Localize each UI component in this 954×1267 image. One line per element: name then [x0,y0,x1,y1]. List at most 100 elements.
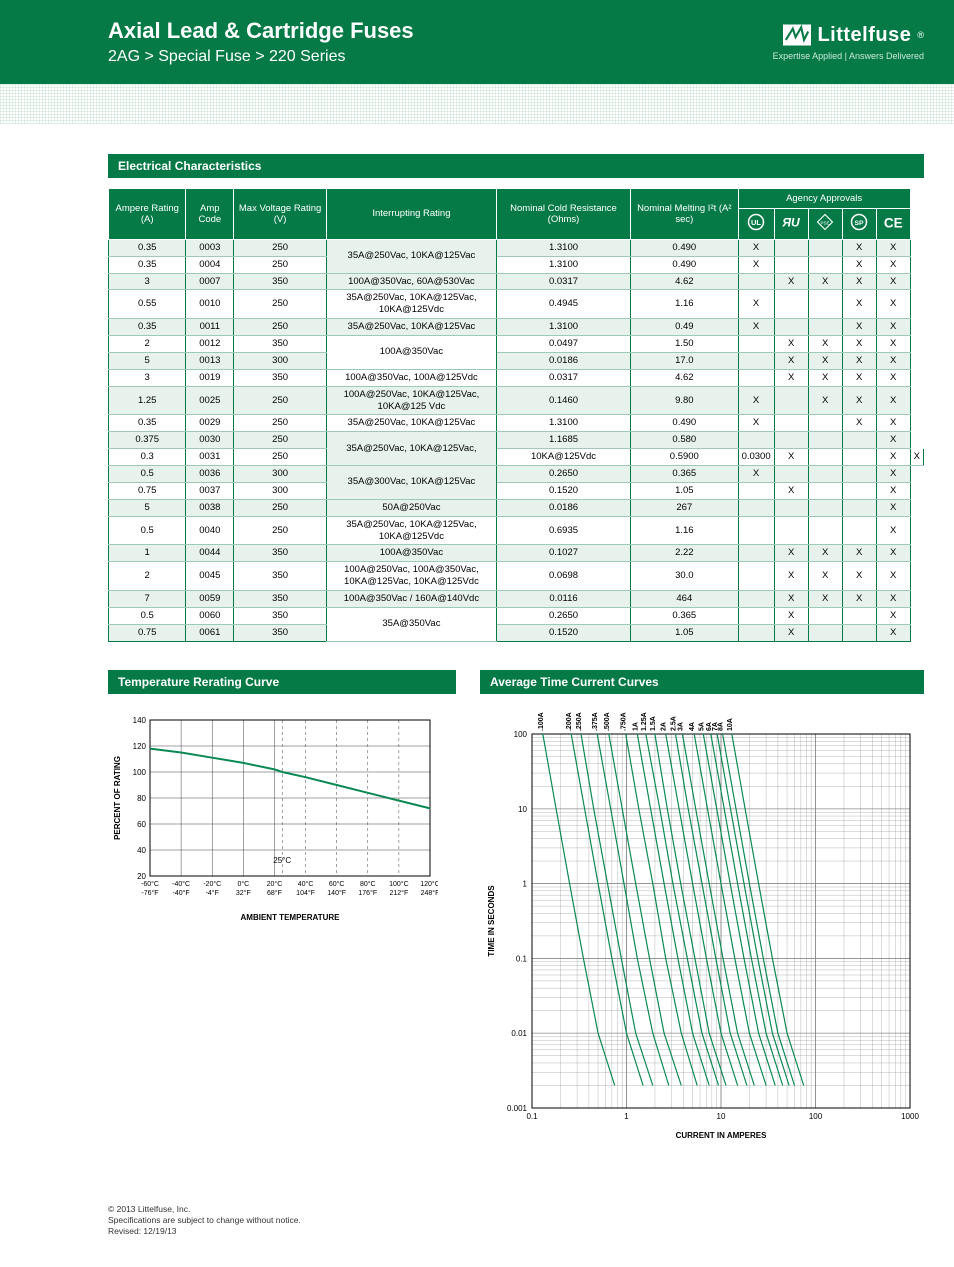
cell-voltage: 350 [234,273,327,290]
cell-melt: 267 [631,499,738,516]
cell-code: 0061 [186,624,234,641]
cell-code: 0038 [186,499,234,516]
temp-chart-column: Temperature Rerating Curve 2040608010012… [108,670,456,1144]
svg-text:.100A: .100A [538,712,545,731]
cell-voltage: 350 [234,624,327,641]
cell-code: 0012 [186,336,234,353]
cell-ag-pse [808,499,842,516]
cell-ag-csa [842,432,876,449]
content: Electrical Characteristics Ampere Rating… [0,124,954,1164]
cell-ag-ce: X [876,336,910,353]
cell-cold: 0.1520 [496,482,630,499]
time-chart-svg: 0.111010010000.0010.010.1110100.100A.200… [480,704,920,1144]
svg-text:5A: 5A [698,722,705,731]
cell-melt: 464 [631,591,738,608]
cell-ag-ul [738,482,774,499]
svg-text:CURRENT IN AMPERES: CURRENT IN AMPERES [676,1131,767,1140]
table-row: 0.3 0031 250 10KA@125Vdc 0.5900 0.0300 X… [109,449,924,466]
cell-ag-ru: X [774,482,808,499]
table-row: 1.25 0025 250 100A@250Vac, 10KA@125Vac, … [109,386,924,415]
cell-voltage: 250 [234,256,327,273]
cell-ampere: 0.35 [109,415,186,432]
cell-ag-ru: X [774,591,808,608]
cell-ag-ce: X [876,482,910,499]
cell-ampere: 2 [109,336,186,353]
cell-cold: 0.2650 [496,607,630,624]
cell-ampere: 0.5 [109,607,186,624]
svg-text:AMBIENT TEMPERATURE: AMBIENT TEMPERATURE [241,913,341,922]
cell-ag-csa: X [842,591,876,608]
th-agency-ul: UL [738,209,774,239]
cell-ag-csa: X [842,239,876,256]
cell-interrupt: 35A@250Vac, 10KA@125Vac, [326,432,496,466]
cell-ag-csa: X [842,545,876,562]
cell-ag-csa: X [876,449,910,466]
cell-ag-ru [774,239,808,256]
ce-icon: CE [882,213,905,231]
cell-interrupt: 100A@350Vac [326,545,496,562]
cell-ag-ru: X [774,607,808,624]
svg-text:CE: CE [884,216,903,231]
table-row: 0.75 0037 300 0.1520 1.05 X X [109,482,924,499]
cell-melt: 0.490 [631,415,738,432]
time-current-chart: 0.111010010000.0010.010.1110100.100A.200… [480,704,924,1144]
footer-copyright: © 2013 Littelfuse, Inc. [108,1204,924,1215]
svg-text:10A: 10A [727,718,734,731]
svg-text:1.25A: 1.25A [641,712,648,731]
table-row: 0.35 0004 250 1.3100 0.490 X X X [109,256,924,273]
charts-row: Temperature Rerating Curve 2040608010012… [108,670,924,1144]
cell-interrupt: 100A@350Vac, 100A@125Vdc [326,369,496,386]
cell-ag-ul: X [738,256,774,273]
cell-code: 0037 [186,482,234,499]
cell-code: 0044 [186,545,234,562]
svg-text:176°F: 176°F [358,889,377,897]
table-row: 0.35 0003 250 35A@250Vac, 10KA@125Vac 1.… [109,239,924,256]
svg-text:PERCENT OF RATING: PERCENT OF RATING [113,756,122,840]
cell-melt: 1.05 [631,624,738,641]
cell-voltage: 250 [234,499,327,516]
cell-code: 0060 [186,607,234,624]
cell-ag-ul: X [738,290,774,319]
page-title: Axial Lead & Cartridge Fuses [108,18,414,44]
cell-melt: 1.16 [631,290,738,319]
cell-code: 0045 [186,562,234,591]
cell-code: 0059 [186,591,234,608]
cell-ag-ru [774,499,808,516]
table-row: 3 0019 350 100A@350Vac, 100A@125Vdc 0.03… [109,369,924,386]
footer: © 2013 Littelfuse, Inc. Specifications a… [0,1204,954,1267]
svg-text:-40°F: -40°F [173,889,190,897]
cell-code: 0010 [186,290,234,319]
svg-text:120°C: 120°C [420,880,438,888]
cell-ag-ru: X [774,336,808,353]
table-head: Ampere Rating (A) Amp Code Max Voltage R… [109,189,924,240]
cell-ag-ul [738,369,774,386]
cell-ag-ce: X [876,499,910,516]
cell-ag-pse: X [808,591,842,608]
table-row: 1 0044 350 100A@350Vac 0.1027 2.22 X X X… [109,545,924,562]
svg-text:60°C: 60°C [329,880,345,888]
cell-ag-ul [738,607,774,624]
cell-ag-ce: X [910,449,923,466]
brand-reg: ® [917,30,924,40]
cell-cold: 0.6935 [496,516,630,545]
cell-melt: 4.62 [631,369,738,386]
cell-ampere: 0.35 [109,239,186,256]
cell-ag-ru [774,466,808,483]
footer-notice: Specifications are subject to change wit… [108,1215,924,1226]
cell-interrupt: 100A@250Vac, 100A@350Vac, 10KA@125Vac, 1… [326,562,496,591]
cell-ag-ru [774,432,808,449]
cell-ampere: 0.3 [109,449,186,466]
svg-text:120: 120 [133,742,147,751]
table-row: 2 0012 350 100A@350Vac 0.0497 1.50 X X X… [109,336,924,353]
cell-ag-ce: X [876,607,910,624]
svg-text:0.01: 0.01 [511,1029,527,1038]
cell-code: 0030 [186,432,234,449]
cell-ag-csa: X [842,386,876,415]
cell-ag-pse [808,607,842,624]
cell-ag-ul [738,545,774,562]
th-ampcode: Amp Code [186,189,234,240]
cell-ag-ul [738,499,774,516]
svg-text:PSE: PSE [821,221,830,226]
svg-text:212°F: 212°F [390,889,409,897]
cell-ag-ru [774,319,808,336]
